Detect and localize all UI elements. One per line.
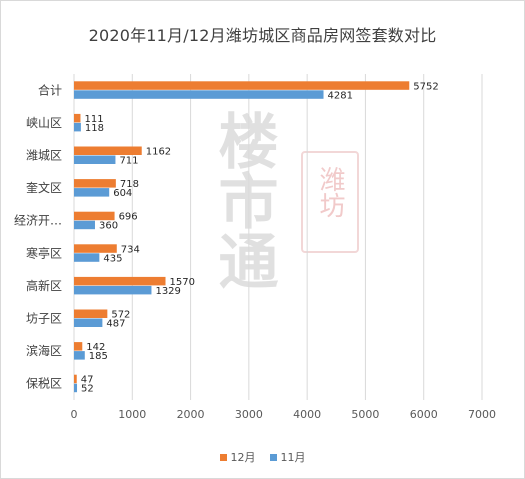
category-label: 滨海区 <box>26 343 62 358</box>
data-label-dec: 111 <box>84 114 103 125</box>
bar-nov <box>74 383 78 393</box>
svg-text:潍坊: 潍坊 <box>315 166 345 218</box>
data-label-dec: 1162 <box>146 147 171 158</box>
bar-dec <box>74 211 115 221</box>
bar-dec <box>74 342 83 351</box>
watermark-calligraphy: 楼市通 <box>208 110 278 290</box>
watermark: 潍坊 楼市通 <box>208 110 359 290</box>
legend-swatch-12 <box>219 453 227 461</box>
data-label-dec: 718 <box>120 179 139 190</box>
x-tick-label: 0 <box>71 408 78 421</box>
bar-dec <box>74 374 77 384</box>
bar-nov <box>74 285 152 295</box>
category-label: 高新区 <box>26 278 62 293</box>
bar-dec <box>74 244 117 253</box>
data-label-nov: 360 <box>99 221 118 232</box>
bar-nov <box>74 90 324 99</box>
bar-nov <box>74 122 81 132</box>
category-label: 峡山区 <box>26 116 62 130</box>
data-label-nov: 487 <box>106 319 125 330</box>
category-label: 寒亭区 <box>26 245 62 260</box>
bar-nov <box>74 155 116 164</box>
bar-dec <box>74 113 81 123</box>
bar-dec <box>74 309 108 318</box>
bar-dec <box>74 146 142 155</box>
legend-swatch-11 <box>269 453 277 461</box>
x-tick-label: 7000 <box>468 408 496 421</box>
legend-label-12: 12月 <box>230 451 256 464</box>
category-label: 坊子区 <box>26 311 62 326</box>
data-label-dec: 696 <box>119 212 138 223</box>
x-tick-label: 2000 <box>177 408 205 421</box>
data-label-dec: 572 <box>111 310 130 321</box>
bar-nov <box>74 351 85 360</box>
data-label-dec: 734 <box>121 244 140 255</box>
data-label-nov: 1329 <box>155 286 180 297</box>
bar-nov <box>74 188 110 197</box>
bar-dec <box>74 81 410 90</box>
x-tick-label: 5000 <box>351 408 379 421</box>
x-tick-label: 6000 <box>410 408 438 421</box>
bar-nov <box>74 253 100 262</box>
bars <box>74 81 410 393</box>
data-label-nov: 435 <box>103 253 122 264</box>
x-tick-label: 4000 <box>293 408 321 421</box>
category-label: 保税区 <box>26 377 62 391</box>
data-label-nov: 185 <box>89 351 108 362</box>
data-label-nov: 52 <box>81 384 94 395</box>
legend-item-11: 11月 <box>269 449 306 465</box>
gridlines <box>73 74 483 400</box>
bar-dec <box>74 179 116 188</box>
data-label-nov: 118 <box>85 123 104 134</box>
data-label-dec: 47 <box>81 375 94 386</box>
bar-nov <box>74 318 103 327</box>
data-label-nov: 711 <box>119 156 138 167</box>
category-label: 合计 <box>38 82 62 97</box>
legend-label-11: 11月 <box>280 451 306 464</box>
data-label-dec: 5752 <box>413 81 438 92</box>
x-tick-label: 1000 <box>118 408 146 421</box>
data-label-dec: 142 <box>86 342 105 353</box>
legend-item-12: 12月 <box>219 449 256 465</box>
category-label: 奎文区 <box>26 180 62 195</box>
category-label: 经济开… <box>14 213 62 228</box>
x-tick-label: 3000 <box>235 408 263 421</box>
x-tick-labels: 0 1000 2000 3000 4000 5000 6000 7000 <box>71 408 497 421</box>
legend: 12月 11月 <box>0 449 525 465</box>
data-label-dec: 1570 <box>170 277 195 288</box>
data-label-nov: 604 <box>113 188 132 199</box>
chart-title: 2020年11月/12月潍坊城区商品房网签套数对比 <box>88 26 437 45</box>
watermark-seal: 潍坊 <box>301 151 359 253</box>
data-label-nov: 4281 <box>328 90 353 101</box>
bar-nov <box>74 220 95 230</box>
category-label: 潍城区 <box>26 149 62 163</box>
bar-dec <box>74 276 166 286</box>
